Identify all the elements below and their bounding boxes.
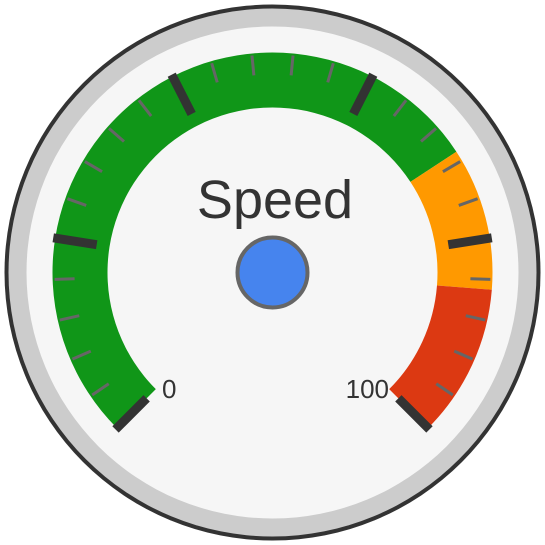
gauge-band-yellow <box>410 151 493 290</box>
gauge-minor-tick <box>66 197 87 207</box>
gauge-minor-tick <box>71 349 92 361</box>
gauge-minor-tick <box>54 277 75 281</box>
gauge-minor-tick <box>453 349 474 361</box>
gauge-major-tick <box>167 72 196 116</box>
gauge-major-tick <box>52 233 98 250</box>
gauge-minor-tick <box>465 314 486 322</box>
gauge-minor-tick <box>107 127 125 143</box>
gauge-minor-tick <box>137 99 153 117</box>
gauge-minor-tick <box>442 160 461 174</box>
gauge-band-green <box>52 52 457 429</box>
gauge-minor-tick <box>392 99 408 117</box>
gauge-min-label: 0 <box>162 374 176 404</box>
gauge-minor-tick <box>470 277 491 281</box>
gauge-minor-tick <box>289 55 295 76</box>
gauge-major-tick <box>349 72 378 116</box>
gauge-major-tick <box>112 395 150 433</box>
gauge-minor-tick <box>250 55 256 76</box>
gauge-max-label: 100 <box>346 374 389 404</box>
gauge-bands <box>52 52 493 429</box>
gauge-major-tick <box>447 233 493 250</box>
gauge-band-red <box>389 285 492 429</box>
gauge-minor-tick <box>91 382 110 397</box>
gauge-minor-tick <box>435 382 454 397</box>
gauge-minor-tick <box>210 62 219 83</box>
gauge-minor-tick <box>420 127 438 143</box>
gauge-ticks <box>52 55 493 433</box>
gauge-minor-tick <box>458 197 479 207</box>
gauge-minor-tick <box>59 314 80 322</box>
gauge-major-tick <box>395 395 433 433</box>
gauge-title: Speed <box>197 170 353 230</box>
gauge-hub <box>235 235 310 310</box>
gauge-minor-tick <box>326 62 335 83</box>
gauge-minor-tick <box>84 160 103 174</box>
